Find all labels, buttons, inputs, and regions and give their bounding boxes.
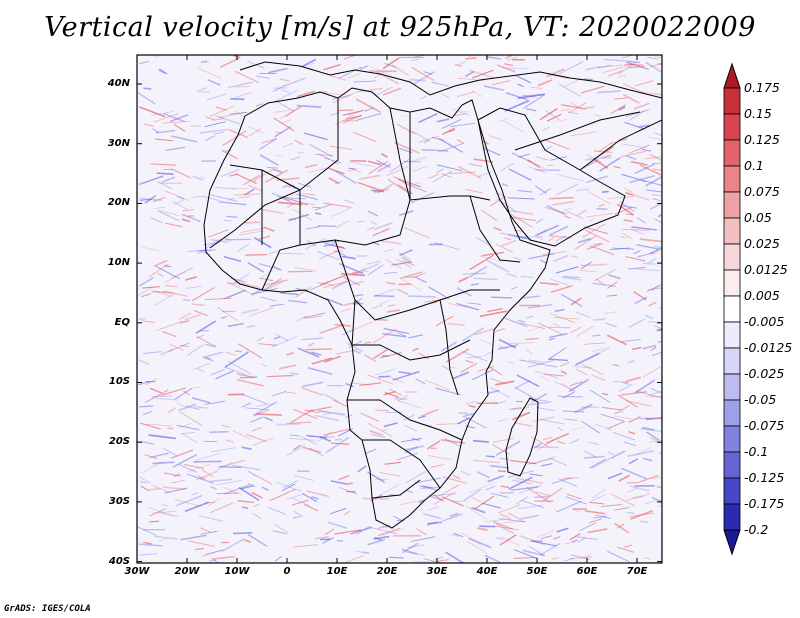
colorbar-label: 0.125 xyxy=(744,132,780,147)
colorbar-bin xyxy=(723,139,741,167)
colorbar-bin xyxy=(723,87,741,115)
colorbar-label: 0.175 xyxy=(744,80,780,95)
colorbar-bin xyxy=(723,243,741,271)
lon-label-60e: 60E xyxy=(576,566,598,577)
colorbar-label: 0.025 xyxy=(744,236,780,251)
lon-label-70e: 70E xyxy=(626,566,648,577)
lat-label-20n: 20N xyxy=(107,197,130,208)
lat-label-10s: 10S xyxy=(108,376,130,387)
colorbar-bin xyxy=(723,477,741,505)
lat-label-20s: 20S xyxy=(108,436,130,447)
lon-label-0: 0 xyxy=(283,566,291,577)
colorbar-label: -0.0125 xyxy=(744,340,793,355)
colorbar-bin xyxy=(723,347,741,375)
lat-label-eq: EQ xyxy=(114,317,130,328)
lat-label-30n: 30N xyxy=(107,138,130,149)
credit-text: GrADS: IGES/COLA xyxy=(4,604,91,614)
lon-label-10w: 10W xyxy=(224,566,250,577)
lat-label-40s: 40S xyxy=(108,556,130,567)
colorbar-bin xyxy=(723,113,741,141)
lon-label-30w: 30W xyxy=(124,566,150,577)
colorbar-bin xyxy=(723,321,741,349)
colorbar-bin xyxy=(723,165,741,193)
colorbar-label: -0.175 xyxy=(744,496,785,511)
colorbar-label: -0.125 xyxy=(744,470,785,485)
lat-label-10n: 10N xyxy=(107,257,130,268)
africa-coastline xyxy=(203,87,551,529)
colorbar-bin xyxy=(723,269,741,297)
colorbar-label: 0.075 xyxy=(744,184,780,199)
colorbar-bin xyxy=(723,399,741,427)
colorbar-bin xyxy=(723,217,741,245)
colorbar-label: 0.005 xyxy=(744,288,780,303)
lon-label-10e: 10E xyxy=(326,566,348,577)
colorbar-bin xyxy=(723,295,741,323)
colorbar-bin xyxy=(723,425,741,453)
colorbar-label: 0.1 xyxy=(744,158,764,173)
colorbar-label: 0.05 xyxy=(744,210,772,225)
lon-label-20e: 20E xyxy=(376,566,398,577)
country-boundaries xyxy=(203,61,662,529)
lat-label-30s: 30S xyxy=(108,496,130,507)
colorbar-bin xyxy=(723,503,741,531)
colorbar-bin xyxy=(723,373,741,401)
colorbar-label: -0.1 xyxy=(744,444,769,459)
chart-title: Vertical velocity [m/s] at 925hPa, VT: 2… xyxy=(44,12,756,43)
plot-frame xyxy=(136,54,663,564)
lon-label-20w: 20W xyxy=(174,566,200,577)
colorbar-label: -0.05 xyxy=(744,392,777,407)
europe-coastline xyxy=(239,61,662,99)
arabia-coastline xyxy=(477,107,626,247)
colorbar-label: -0.075 xyxy=(744,418,785,433)
lon-label-30e: 30E xyxy=(426,566,448,577)
colorbar-label: 0.0125 xyxy=(744,262,788,277)
madagascar-coastline xyxy=(505,397,539,477)
colorbar-label: -0.025 xyxy=(744,366,785,381)
colorbar xyxy=(723,62,741,556)
colorbar-bin xyxy=(723,451,741,479)
colorbar-label: -0.2 xyxy=(744,522,769,537)
lon-label-40e: 40E xyxy=(476,566,498,577)
colorbar-top-arrow xyxy=(723,62,741,89)
lat-label-40n: 40N xyxy=(107,78,130,89)
colorbar-label: -0.005 xyxy=(744,314,785,329)
velocity-field xyxy=(137,55,662,563)
lon-label-50e: 50E xyxy=(526,566,548,577)
colorbar-label: 0.15 xyxy=(744,106,772,121)
colorbar-bin xyxy=(723,191,741,219)
colorbar-bottom-arrow xyxy=(723,529,741,556)
